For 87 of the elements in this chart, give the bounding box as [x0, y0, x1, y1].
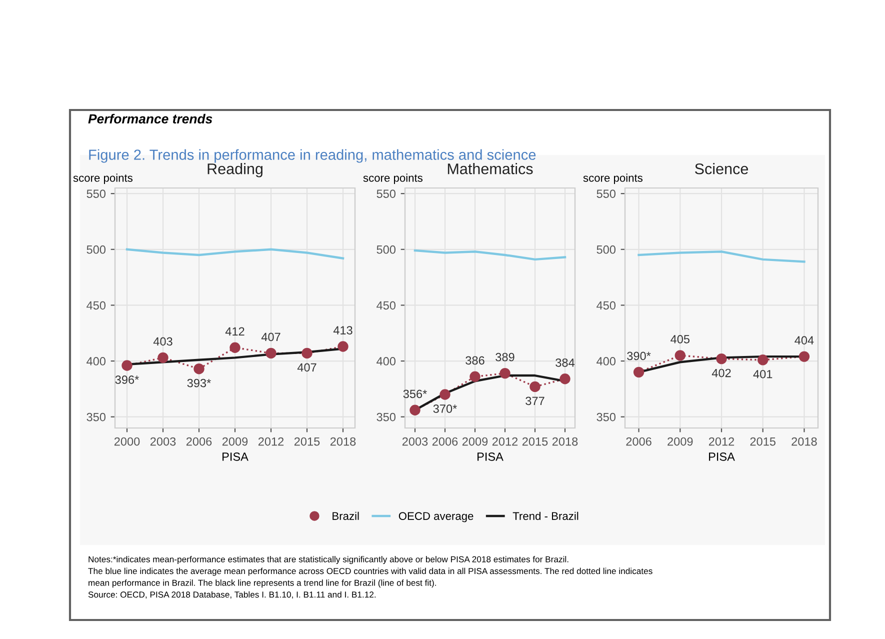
data-label: 389 — [496, 352, 514, 362]
data-label: 356* — [403, 390, 427, 398]
data-label: 412 — [225, 327, 244, 336]
x-tick-label: 2006 — [626, 437, 652, 446]
y-tick-label: 550 — [376, 190, 396, 198]
x-tick-label: 2018 — [792, 437, 817, 446]
point — [410, 404, 420, 416]
y-tick-label: 550 — [86, 190, 106, 198]
caption: Figure 2. Trends in performance in reading, mathematics and science — [89, 149, 536, 163]
y-tick-label: 500 — [596, 245, 616, 254]
y-tick-label: 350 — [86, 412, 106, 422]
x-tick-label: 2006 — [432, 437, 458, 446]
line-series — [126, 248, 344, 260]
y-axis-title: score points — [73, 174, 133, 184]
chart-title: Mathematics — [448, 163, 533, 174]
point — [230, 342, 240, 353]
chart-title: Science — [695, 163, 748, 174]
point — [158, 352, 168, 364]
data-label: 402 — [712, 368, 731, 378]
data-label: 386 — [466, 356, 484, 365]
point — [440, 389, 450, 400]
y-tick-label: 400 — [376, 357, 396, 366]
x-tick-label: 2006 — [186, 437, 212, 446]
x-axis-title: PISA — [222, 452, 248, 461]
y-axis-title: score points — [583, 174, 643, 184]
data-label: 407 — [297, 363, 316, 372]
point — [633, 366, 644, 378]
x-axis-title: PISA — [478, 452, 504, 461]
data-label: 405 — [670, 335, 690, 344]
point — [122, 360, 132, 371]
y-tick-label: 400 — [596, 357, 616, 366]
point — [674, 350, 686, 361]
x-tick-label: 2018 — [552, 437, 578, 446]
x-tick-label: 2012 — [492, 437, 518, 446]
point — [338, 341, 348, 352]
x-tick-label: 2000 — [114, 437, 140, 446]
legend-label: Trend - Brazil — [512, 512, 578, 520]
point — [798, 351, 810, 362]
x-tick-label: 2009 — [462, 437, 488, 446]
x-tick-label: 2003 — [150, 437, 176, 446]
point — [194, 363, 204, 374]
point — [560, 374, 570, 384]
chart-title: Reading — [208, 163, 262, 178]
data-label: 396* — [115, 376, 139, 384]
data-label: 377 — [526, 396, 544, 406]
data-label: 393* — [187, 378, 211, 388]
point — [470, 371, 480, 382]
data-label: 403 — [153, 337, 172, 346]
point — [266, 348, 276, 359]
data-label: 370* — [433, 404, 457, 413]
x-tick-label: 2015 — [294, 437, 320, 446]
data-label: 407 — [261, 332, 280, 342]
line-series — [638, 250, 806, 263]
x-tick-label: 2009 — [668, 437, 693, 446]
x-tick-label: 2012 — [708, 437, 734, 446]
y-tick-label: 450 — [86, 301, 106, 310]
point — [302, 348, 312, 359]
point — [500, 368, 510, 379]
y-tick-label: 350 — [596, 412, 616, 422]
y-axis-title: score points — [363, 174, 423, 184]
x-tick-label: 2015 — [750, 437, 776, 446]
y-tick-label: 400 — [86, 357, 106, 366]
y-tick-label: 500 — [376, 245, 396, 254]
y-tick-label: 350 — [376, 412, 396, 422]
text: Performance trends — [88, 114, 212, 124]
data-label: 390* — [627, 352, 651, 360]
x-tick-label: 2009 — [222, 437, 248, 446]
x-tick-label: 2003 — [402, 437, 428, 446]
y-tick-label: 550 — [596, 190, 616, 198]
data-label: 404 — [794, 336, 814, 345]
x-tick-label: 2012 — [258, 437, 284, 446]
x-axis-title: PISA — [709, 452, 735, 461]
y-tick-label: 500 — [86, 245, 106, 254]
legend-label: Brazil — [332, 512, 359, 520]
line-series — [414, 249, 566, 261]
x-tick-label: 2015 — [522, 437, 548, 446]
legend-label: OECD average — [398, 512, 474, 522]
point — [716, 353, 727, 364]
point — [530, 381, 540, 392]
data-label: 401 — [753, 370, 772, 378]
x-tick-label: 2018 — [330, 437, 356, 446]
y-tick-label: 450 — [376, 301, 396, 310]
y-tick-label: 450 — [596, 301, 616, 310]
text: Notes:*indicates mean-performance estimates that are statistically significantly above or below PISA 2018 estimates for Brazil. The blue line indicates the average mean performance across OECD countries with valid data in all PISA assessments. The red dotted line indicates mean performance in Brazil. The black line represents a trend line for Brazil (line of best fit). Source: OECD, PISA 2018 Database, Tables I. B1.10, I. B1.11 and I. B1.12. — [88, 556, 652, 599]
data-label: 384 — [556, 358, 575, 367]
data-label: 413 — [333, 326, 352, 334]
point — [758, 354, 768, 366]
